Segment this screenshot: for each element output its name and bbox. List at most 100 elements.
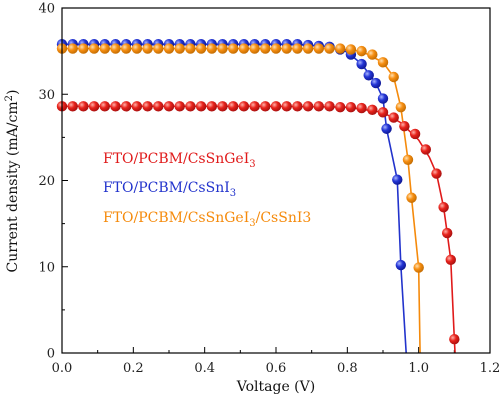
data-point [67, 43, 78, 54]
data-point [174, 43, 185, 54]
data-point [270, 43, 282, 54]
y-tick-label: 0 [47, 347, 55, 362]
data-point [345, 101, 357, 113]
data-point [249, 101, 260, 112]
data-point [356, 58, 367, 70]
data-point [388, 112, 399, 123]
data-point [260, 101, 271, 112]
data-point [370, 77, 382, 89]
data-point [367, 104, 378, 115]
data-point [399, 120, 410, 132]
data-point [185, 43, 196, 54]
data-point [217, 43, 228, 54]
data-point [442, 227, 453, 239]
legend: FTO/PCBM/CsSnGeI3 FTO/PCBM/CsSnI3 FTO/PC… [103, 151, 311, 229]
data-point [67, 101, 78, 112]
x-tick-label: 1.0 [408, 361, 429, 376]
data-point [217, 101, 228, 112]
data-point [313, 101, 324, 112]
data-point [110, 101, 121, 112]
data-point [402, 154, 414, 165]
data-point [409, 128, 421, 140]
data-point [381, 123, 392, 134]
data-point [99, 43, 111, 54]
y-tick-label: 30 [38, 88, 55, 103]
series-markers-2 [56, 43, 424, 273]
x-axis-title: Voltage (V) [236, 379, 315, 395]
legend-item-cssngei3-cssni3: FTO/PCBM/CsSnGeI3/CsSnI3 [103, 210, 311, 229]
data-point [228, 43, 239, 54]
data-point [335, 43, 346, 54]
data-point [99, 101, 111, 112]
data-point [185, 101, 196, 112]
data-point [313, 43, 324, 54]
data-point [195, 43, 207, 54]
x-tick-labels: 0.0 0.2 0.4 0.6 0.8 1.0 1.2 [52, 361, 500, 376]
data-point [260, 43, 271, 54]
data-point [228, 101, 239, 112]
data-point [388, 71, 399, 83]
data-point [88, 43, 100, 54]
data-point [345, 44, 357, 55]
x-tick-label: 0.6 [266, 361, 287, 376]
data-point [78, 43, 89, 54]
data-point [88, 101, 100, 112]
data-point [142, 101, 153, 112]
data-point [377, 107, 389, 118]
x-tick-label: 0.8 [337, 361, 358, 376]
series-line-2 [62, 47, 421, 353]
data-point [324, 43, 335, 54]
legend-item-cssni3: FTO/PCBM/CsSnI3 [103, 180, 236, 199]
series-markers [56, 39, 460, 345]
data-point [356, 102, 367, 114]
data-point [377, 93, 389, 104]
series-lines [62, 43, 456, 353]
series-markers-0 [56, 101, 460, 345]
data-point [195, 101, 207, 112]
legend-item-cssngei3: FTO/PCBM/CsSnGeI3 [103, 151, 256, 170]
data-point [153, 101, 164, 112]
y-tick-label: 40 [38, 2, 55, 17]
data-point [302, 101, 314, 112]
series-line-0 [62, 105, 456, 353]
data-point [420, 144, 431, 155]
data-point [142, 43, 153, 54]
data-point [363, 70, 374, 81]
data-point [163, 101, 175, 112]
y-tick-label: 10 [38, 260, 55, 275]
data-point [238, 43, 250, 54]
data-point [281, 43, 292, 54]
x-tick-label: 0.4 [194, 361, 215, 376]
data-point [153, 43, 164, 54]
data-point [206, 43, 217, 54]
data-point [356, 45, 367, 57]
data-point [292, 43, 303, 54]
data-point [121, 43, 132, 54]
data-point [270, 101, 282, 112]
data-point [324, 101, 335, 112]
data-point [406, 192, 417, 203]
data-point [392, 174, 403, 185]
data-point [78, 101, 89, 112]
data-point [131, 43, 143, 54]
data-point [449, 334, 460, 345]
data-point [445, 254, 456, 266]
data-point [281, 101, 292, 112]
x-tick-label: 1.2 [480, 361, 500, 376]
data-point [395, 101, 407, 113]
data-point [377, 57, 389, 68]
x-tick-label: 0.0 [52, 361, 73, 376]
y-axis-title: Current density (mA/cm2) [4, 90, 21, 273]
plot-frame [61, 7, 491, 354]
data-point [249, 43, 260, 54]
data-point [163, 43, 175, 54]
data-point [206, 101, 217, 112]
data-point [302, 43, 314, 54]
data-point [438, 202, 449, 213]
data-point [121, 101, 132, 112]
data-point [174, 101, 185, 112]
data-point [292, 101, 303, 112]
data-point [131, 101, 143, 112]
data-point [335, 101, 346, 113]
